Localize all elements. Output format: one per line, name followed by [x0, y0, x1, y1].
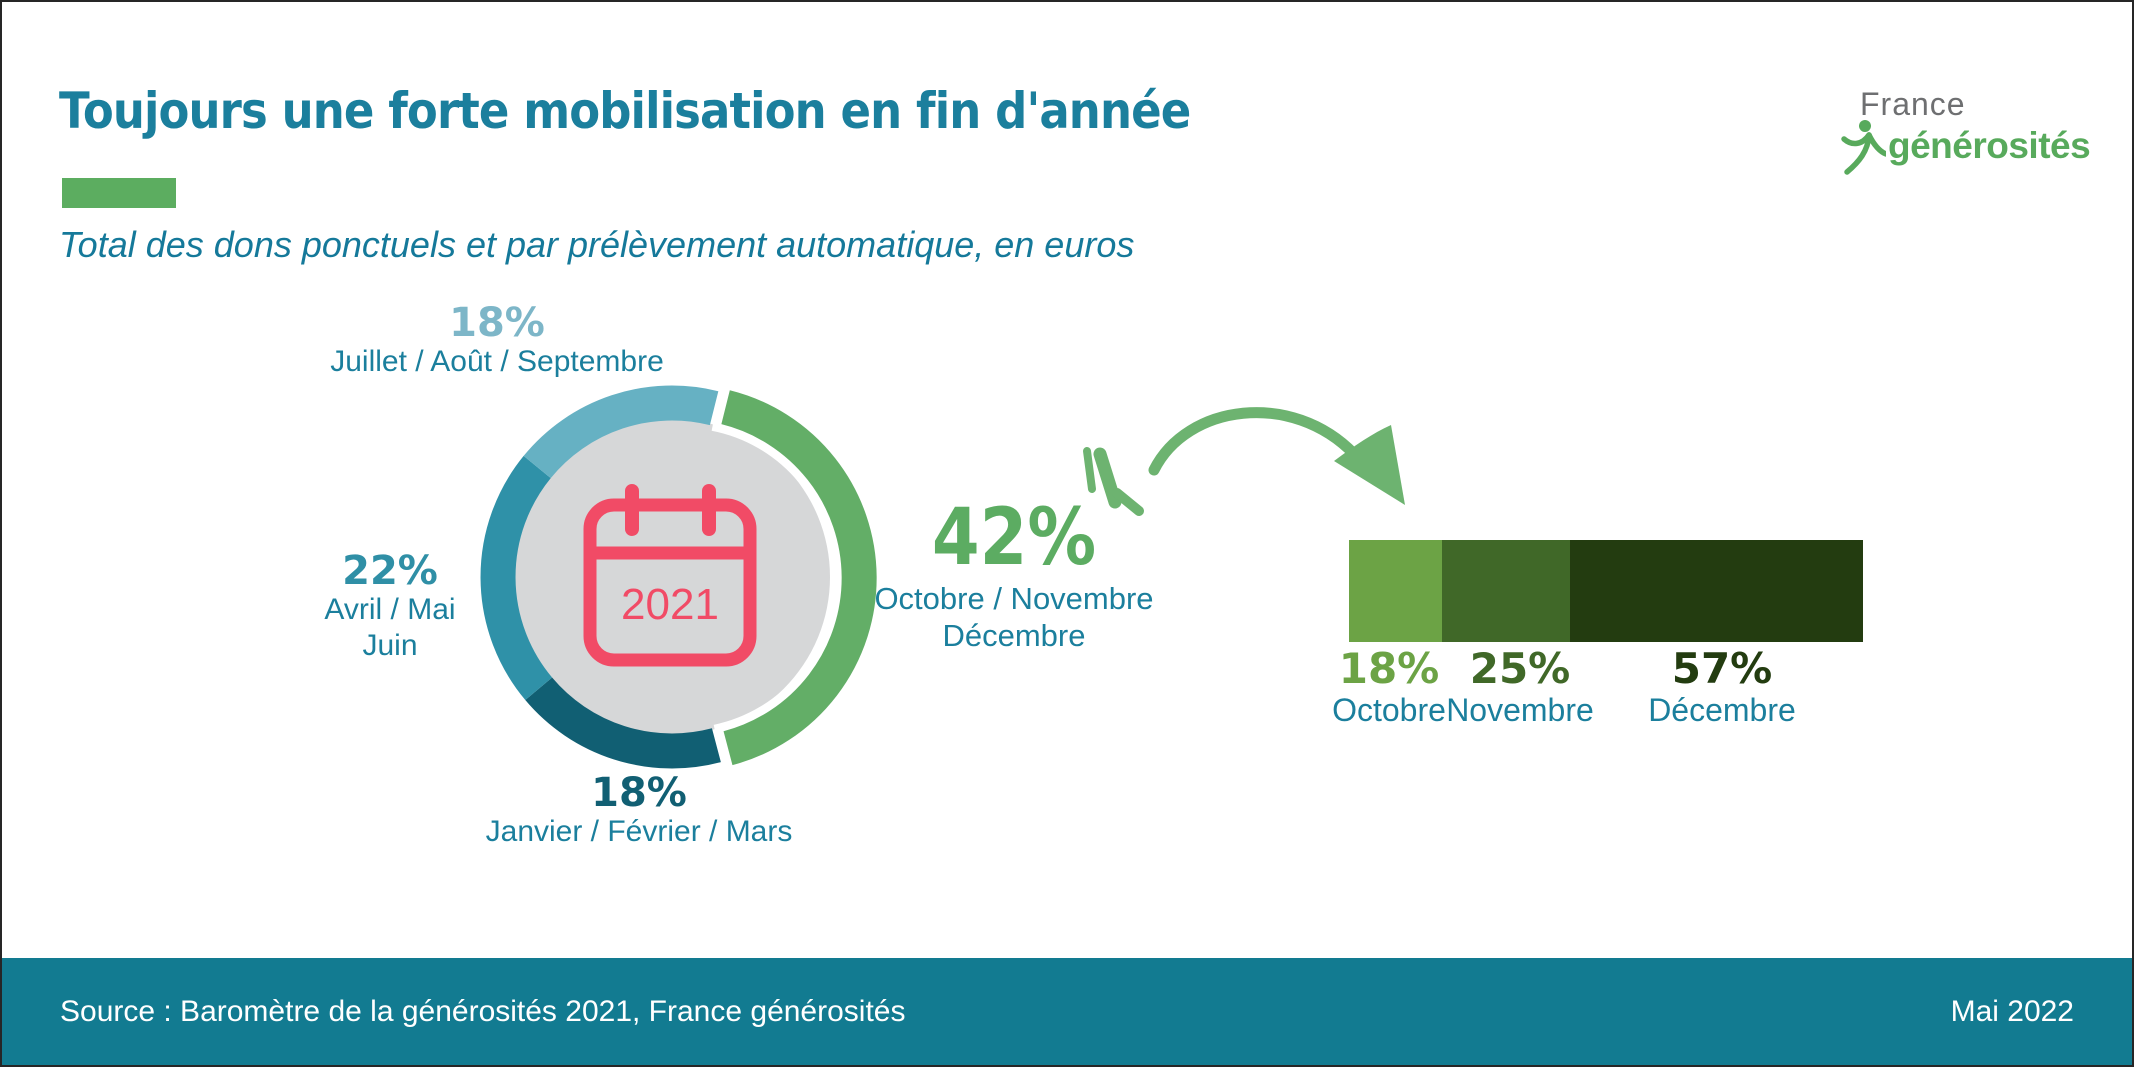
title-underline-bar: [62, 178, 176, 208]
donut-segment-2: [480, 455, 553, 701]
donut-label-oct-nov-dec: 42% Octobre / Novembre Décembre: [874, 493, 1154, 654]
bar-label-novembre: 25% Novembre: [1446, 648, 1594, 730]
donut-months-q4-line2: Décembre: [942, 618, 1086, 654]
page-subtitle: Total des dons ponctuels et par prélèvem…: [59, 224, 1135, 265]
france-generosites-logo: France générosités: [1840, 86, 2100, 175]
donut-months-q4-line1: Octobre / Novembre: [874, 580, 1154, 616]
footer-source: Source : Baromètre de la générosités 202…: [60, 994, 906, 1028]
bar-label-decembre: 57% Décembre: [1648, 648, 1796, 730]
stacked-bar-chart: [1349, 540, 1863, 642]
calendar-year-label: 2021: [621, 580, 719, 629]
bar-percent-octobre: 18%: [1338, 644, 1440, 693]
bar-segment-décembre: [1570, 540, 1863, 642]
bar-segment-novembre: [1441, 540, 1571, 642]
donut-segment-3: [523, 385, 719, 479]
page-title: Toujours une forte mobilisation en fin d…: [59, 82, 1191, 140]
donut-chart: [480, 379, 886, 776]
bar-month-octobre: Octobre: [1332, 692, 1446, 728]
donut-months-q2-line1: Avril / Mai: [324, 593, 456, 626]
spark-strokes-icon: [1083, 447, 1144, 516]
donut-percent-q2: 22%: [342, 548, 438, 594]
bar-percent-novembre: 25%: [1469, 644, 1571, 693]
donut-segment-1: [525, 677, 721, 769]
donut-months-q3: Juillet / Août / Septembre: [330, 345, 664, 378]
donut-label-avr-mai-juin: 22% Avril / Mai Juin: [324, 550, 455, 664]
logo-text-generosites: générosités: [1888, 125, 2091, 166]
donut-segment-0: [721, 390, 877, 766]
bar-percent-decembre: 57%: [1671, 644, 1773, 693]
donut-label-jul-aug-sep: 18% Juillet / Août / Septembre: [330, 302, 664, 380]
curved-arrow-icon: [1148, 407, 1405, 505]
bar-month-decembre: Décembre: [1648, 692, 1796, 728]
bar-segment-octobre: [1349, 540, 1442, 642]
bar-label-octobre: 18% Octobre: [1332, 648, 1446, 730]
dancer-icon: [1841, 120, 1886, 175]
donut-percent-q4: 42%: [931, 493, 1097, 583]
donut-percent-q1: 18%: [591, 770, 687, 816]
logo-text-france: France: [1860, 86, 1966, 122]
footer-band: Source : Baromètre de la générosités 202…: [2, 958, 2132, 1065]
bar-month-novembre: Novembre: [1446, 692, 1594, 728]
donut-months-q1: Janvier / Février / Mars: [485, 815, 793, 848]
donut-percent-q3: 18%: [449, 300, 545, 346]
donut-label-jan-fev-mars: 18% Janvier / Février / Mars: [486, 772, 793, 850]
donut-center-disc: [514, 419, 830, 735]
calendar-icon: 2021: [583, 484, 757, 667]
footer-date: Mai 2022: [1950, 994, 2074, 1028]
donut-months-q2-line2: Juin: [362, 629, 418, 662]
